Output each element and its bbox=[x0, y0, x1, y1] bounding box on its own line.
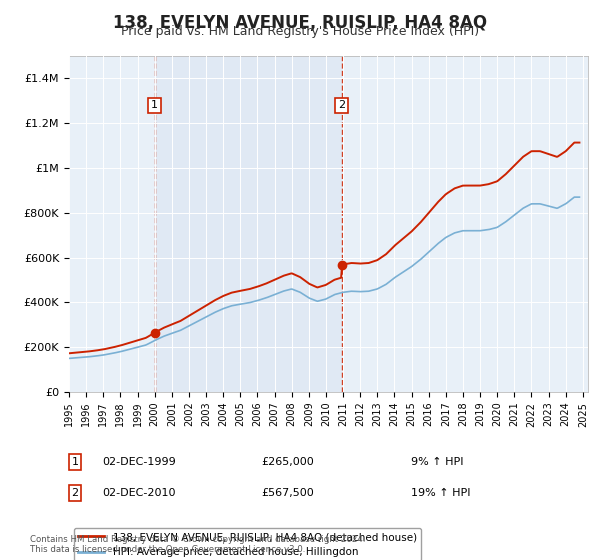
Text: 2: 2 bbox=[338, 100, 345, 110]
Text: 1: 1 bbox=[151, 100, 158, 110]
Text: 9% ↑ HPI: 9% ↑ HPI bbox=[411, 457, 463, 467]
Text: Contains HM Land Registry data © Crown copyright and database right 2024.
This d: Contains HM Land Registry data © Crown c… bbox=[30, 535, 365, 554]
Text: £265,000: £265,000 bbox=[261, 457, 314, 467]
Text: 138, EVELYN AVENUE, RUISLIP, HA4 8AQ: 138, EVELYN AVENUE, RUISLIP, HA4 8AQ bbox=[113, 14, 487, 32]
Bar bbox=[155, 56, 341, 392]
Text: 02-DEC-2010: 02-DEC-2010 bbox=[102, 488, 176, 498]
Text: 19% ↑ HPI: 19% ↑ HPI bbox=[411, 488, 470, 498]
Text: 2: 2 bbox=[71, 488, 79, 498]
Text: 1: 1 bbox=[71, 457, 79, 467]
Text: £567,500: £567,500 bbox=[261, 488, 314, 498]
Legend: 138, EVELYN AVENUE, RUISLIP, HA4 8AQ (detached house), HPI: Average price, detac: 138, EVELYN AVENUE, RUISLIP, HA4 8AQ (de… bbox=[74, 528, 421, 560]
Bar bbox=[155, 56, 341, 392]
Text: Price paid vs. HM Land Registry's House Price Index (HPI): Price paid vs. HM Land Registry's House … bbox=[121, 25, 479, 38]
Text: 02-DEC-1999: 02-DEC-1999 bbox=[102, 457, 176, 467]
